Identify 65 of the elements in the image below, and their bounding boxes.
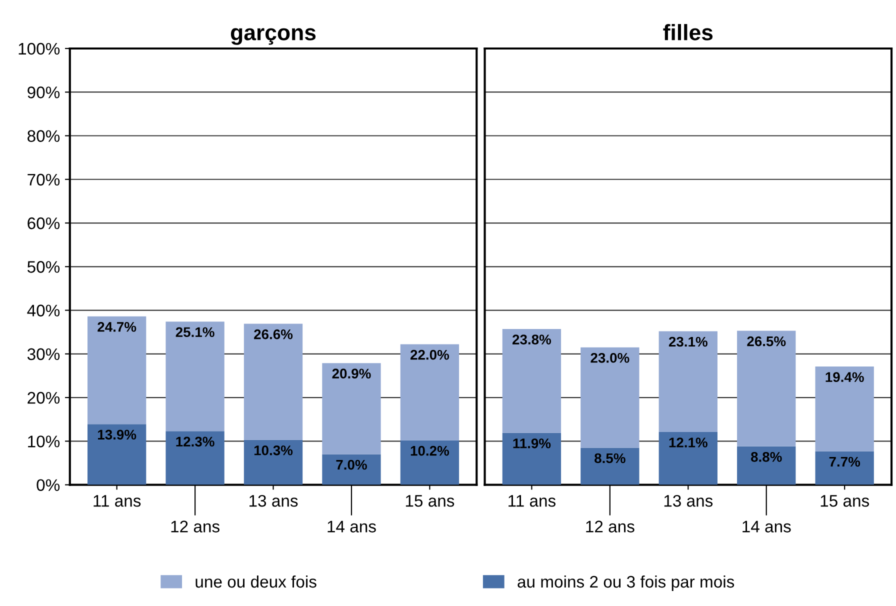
bar: [87, 316, 146, 424]
y-tick-label: 60%: [28, 217, 60, 230]
bar: [322, 454, 381, 485]
data-label: 13.9%: [98, 430, 136, 440]
bar: [400, 440, 460, 485]
x-tick-label: 15 ans: [820, 495, 870, 507]
data-label: 24.7%: [98, 322, 136, 332]
y-tick-label: 70%: [28, 174, 60, 186]
data-label: 12.3%: [176, 436, 214, 447]
data-label: 26.6%: [254, 329, 293, 340]
bar: [580, 347, 640, 448]
bar: [737, 330, 796, 446]
x-tick-label: 12 ans: [171, 520, 220, 532]
x-tick-label: 11 ans: [94, 495, 141, 507]
x-tick-label: 12 ans: [586, 520, 634, 532]
y-tick-label: 10%: [28, 436, 60, 448]
x-tick-label: 15 ans: [406, 495, 454, 507]
bar: [244, 440, 303, 485]
y-tick-label: 90%: [28, 86, 60, 98]
x-tick-label: 14 ans: [742, 520, 791, 532]
y-tick-label: 30%: [27, 348, 60, 360]
bar: [502, 329, 562, 433]
bar: [580, 448, 640, 485]
bar: [658, 331, 718, 432]
bar: [400, 344, 460, 440]
chart-title: filles: [663, 24, 713, 40]
y-tick-label: 80%: [28, 130, 60, 142]
bar: [322, 363, 381, 454]
data-label: 7.7%: [829, 456, 860, 467]
x-tick-label: 13 ans: [664, 494, 713, 507]
data-label: 25.1%: [176, 327, 214, 338]
bar: [737, 446, 796, 485]
legend-label: au moins 2 ou 3 fois par mois: [518, 575, 734, 591]
data-label: 10.3%: [254, 445, 293, 456]
bar: [87, 424, 146, 485]
data-label: 23.0%: [590, 352, 630, 363]
legend-label: une ou deux fois: [196, 575, 316, 588]
y-tick-label: 20%: [28, 392, 60, 404]
x-tick-label: 13 ans: [250, 494, 298, 507]
data-label: 11.9%: [513, 438, 551, 448]
data-label: 26.5%: [747, 336, 786, 346]
chart-title: garçons: [230, 28, 316, 45]
data-label: 8.8%: [750, 452, 782, 462]
bar: [244, 324, 303, 440]
data-label: 7.0%: [336, 460, 367, 470]
y-tick-label: 100%: [18, 42, 60, 55]
y-tick-label: 0%: [36, 479, 60, 492]
bar: [815, 366, 874, 452]
x-tick-label: 14 ans: [328, 520, 376, 532]
bar: [502, 432, 562, 485]
x-tick-label: 11 ans: [508, 495, 556, 507]
data-label: 8.5%: [594, 453, 626, 464]
bar: [658, 432, 718, 485]
data-label: 22.0%: [410, 350, 450, 360]
data-label: 12.1%: [669, 438, 708, 448]
data-label: 19.4%: [826, 372, 864, 382]
bar: [166, 322, 224, 432]
data-label: 10.2%: [410, 446, 450, 456]
y-tick-label: 40%: [27, 304, 60, 316]
data-label: 23.8%: [512, 334, 552, 344]
bar: [166, 431, 224, 485]
data-label: 23.1%: [668, 336, 708, 347]
y-tick-label: 50%: [27, 261, 60, 273]
bar: [815, 451, 874, 485]
data-label: 20.9%: [332, 368, 371, 379]
